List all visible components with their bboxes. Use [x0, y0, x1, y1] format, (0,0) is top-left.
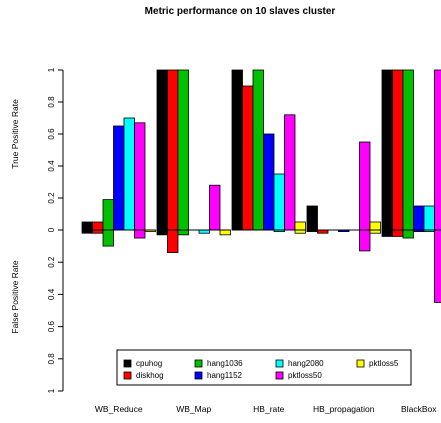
legend-label-pktloss50: pktloss50 — [288, 371, 322, 380]
y-tick-label-tpr: 0.4 — [47, 160, 56, 172]
legend-box — [116, 349, 412, 386]
y-tick-label-tpr: 0.2 — [47, 192, 56, 204]
category-label: WB_Map — [176, 404, 211, 414]
bar-tpr-hang1152 — [113, 125, 125, 231]
bar-tpr-pktloss50 — [359, 141, 371, 231]
legend-swatch-hang2080 — [275, 359, 284, 368]
bar-fpr-cpuhog — [156, 229, 168, 236]
bar-tpr-cpuhog — [306, 205, 318, 231]
chart-title: Metric performance on 10 slaves cluster — [145, 6, 336, 17]
bar-tpr-hang1036 — [402, 69, 414, 231]
legend-swatch-hang1152 — [194, 371, 203, 380]
y-axis: 0 0.2 0.4 0.6 0.8 1 0.2 0.4 0.6 0.8 1 — [47, 67, 64, 393]
bar-tpr-cpuhog — [81, 221, 93, 231]
legend-swatch-pktloss50 — [275, 371, 284, 380]
bar-tpr-diskhog — [242, 85, 254, 231]
bar-tpr-hang2080 — [423, 205, 435, 231]
y-tick-label-fpr: 0.8 — [47, 353, 56, 365]
y-tick-label-tpr: 0.8 — [47, 96, 56, 108]
bar-fpr-pktloss5 — [219, 229, 231, 236]
bar-tpr-pktloss5 — [369, 221, 381, 231]
legend-swatch-diskhog — [123, 371, 132, 380]
bar-tpr-cpuhog — [381, 69, 393, 231]
category-label: WB_Reduce — [95, 404, 143, 414]
y-tick-label-fpr: 0.4 — [47, 288, 56, 300]
category-labels: WB_Reduce WB_Map HB_rate HB_propagation Blac… — [95, 404, 437, 414]
legend-swatch-pktloss5 — [356, 359, 365, 368]
category-label: HB_rate — [253, 404, 284, 414]
y-tick-label-fpr: 0.2 — [47, 256, 56, 268]
bar-tpr-hang1152 — [263, 133, 275, 231]
bar-fpr-hang1036 — [177, 229, 189, 236]
legend-swatch-hang1036 — [194, 359, 203, 368]
legend-label-cpuhog: cpuhog — [136, 359, 162, 368]
bar-fpr-pktloss50 — [434, 229, 441, 303]
bar-fpr-diskhog — [392, 229, 404, 237]
bar-tpr-hang1036 — [252, 69, 264, 231]
bar-tpr-diskhog — [392, 69, 404, 231]
bar-tpr-pktloss5 — [294, 221, 306, 231]
bar-tpr-pktloss50 — [209, 184, 221, 231]
bar-fpr-pktloss50 — [134, 229, 146, 239]
bar-tpr-hang2080 — [123, 117, 135, 231]
bar-tpr-pktloss50 — [434, 69, 441, 231]
bar-tpr-pktloss50 — [284, 114, 296, 231]
bar-fpr-hang1036 — [102, 229, 114, 247]
bar-tpr-diskhog — [92, 221, 104, 231]
legend-label-hang2080: hang2080 — [288, 359, 324, 368]
legend-label-pktloss5: pktloss5 — [369, 359, 399, 368]
y-tick-label-tpr: 0.6 — [47, 128, 56, 140]
bar-tpr-cpuhog — [231, 69, 243, 231]
bar-fpr-hang1036 — [402, 229, 414, 239]
bar-fpr-cpuhog — [381, 229, 393, 237]
legend: cpuhog diskhog hang1036 hang1152 hang2080 pkt… — [116, 349, 412, 386]
y-axis-title-tpr: True Positive Rate — [10, 99, 20, 169]
bar-tpr-pktloss50 — [134, 122, 146, 231]
bar-tpr-hang1036 — [177, 69, 189, 231]
legend-label-hang1152: hang1152 — [207, 371, 243, 380]
bar-tpr-hang1152 — [413, 205, 425, 231]
bar-fpr-pktloss50 — [359, 229, 371, 252]
legend-label-diskhog: diskhog — [136, 371, 164, 380]
y-tick-label-tpr: 0 — [47, 227, 56, 232]
category-label: BlackBox — [401, 404, 437, 414]
legend-label-hang1036: hang1036 — [207, 359, 243, 368]
y-axis-title-fpr: False Positive Rate — [10, 260, 20, 333]
y-tick-label-fpr: 1 — [47, 388, 56, 393]
legend-swatch-cpuhog — [123, 359, 132, 368]
bar-fpr-diskhog — [167, 229, 179, 253]
bar-tpr-cpuhog — [156, 69, 168, 231]
category-label: HB_propagation — [313, 404, 375, 414]
y-tick-label-fpr: 0.6 — [47, 320, 56, 332]
bar-tpr-hang2080 — [273, 173, 285, 231]
bar-tpr-diskhog — [167, 69, 179, 231]
bar-tpr-hang1036 — [102, 199, 114, 231]
bars-group — [81, 69, 441, 303]
y-tick-label-tpr: 1 — [47, 67, 56, 72]
